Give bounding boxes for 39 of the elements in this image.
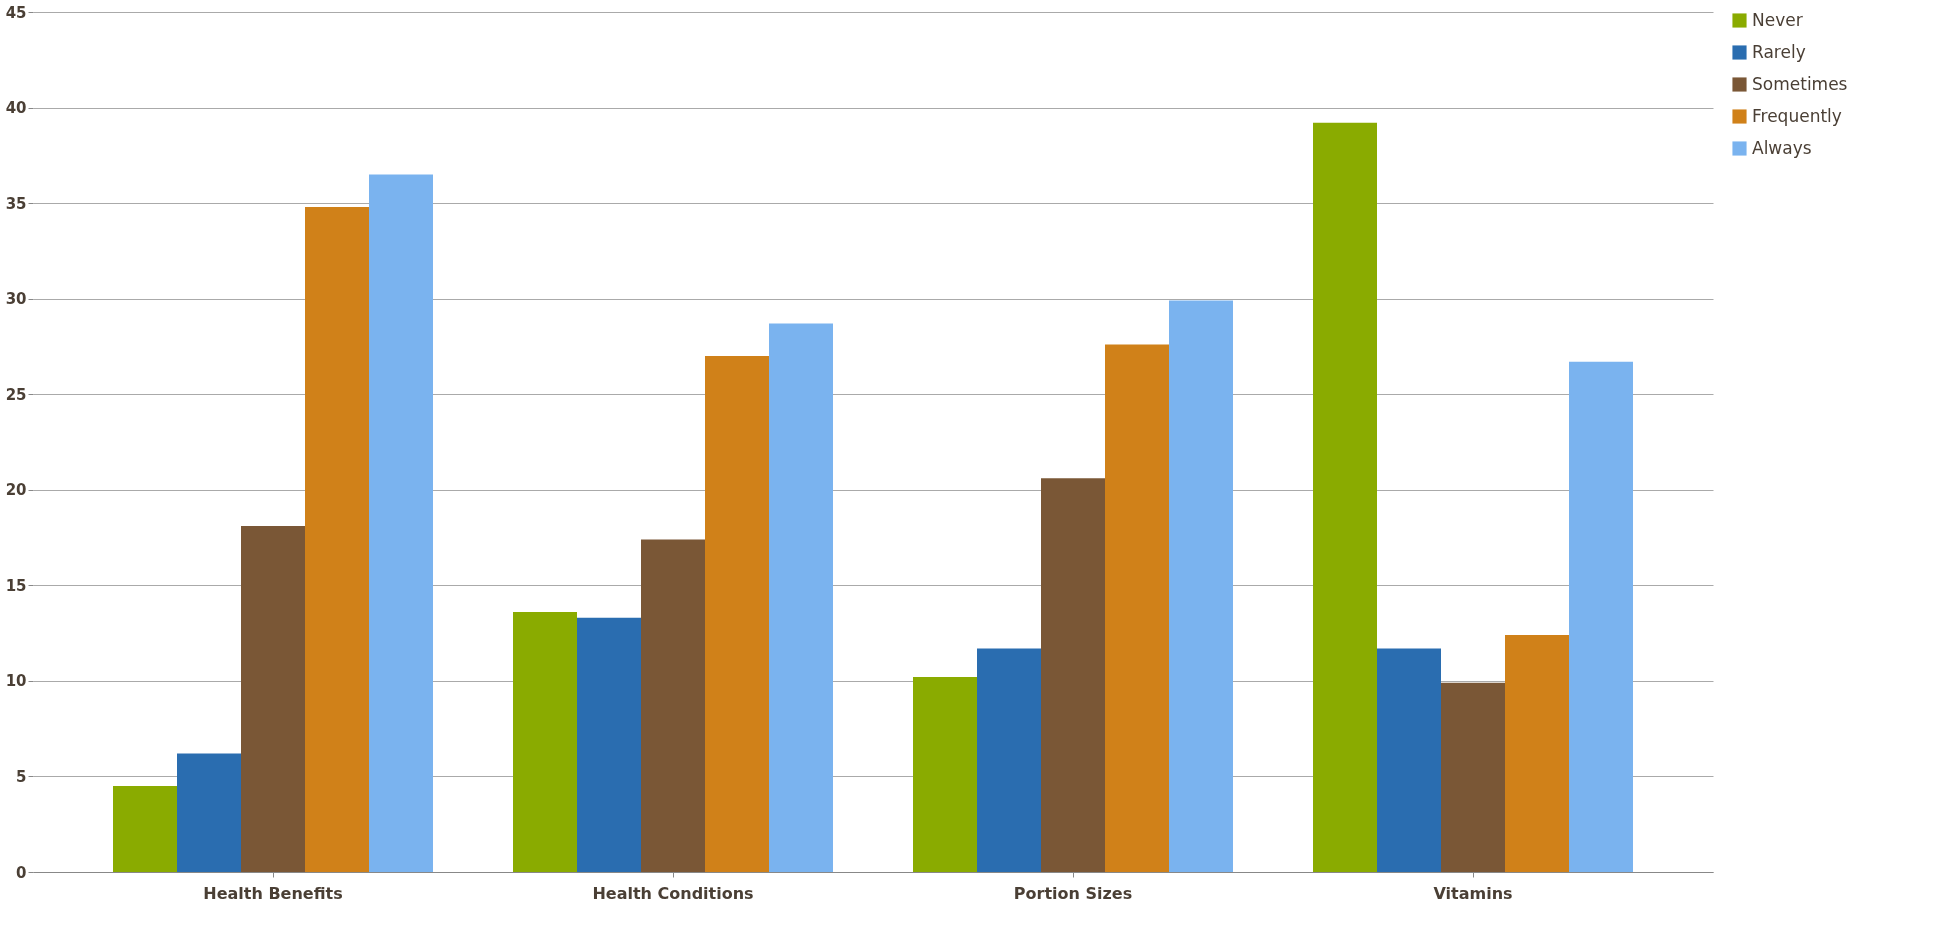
- bar: [913, 677, 977, 872]
- y-tick-label: 15: [5, 576, 27, 595]
- x-tick-label: Health Conditions: [592, 883, 754, 903]
- y-tick-label: 5: [16, 767, 27, 786]
- bar: [241, 526, 305, 872]
- y-tick-label: 25: [5, 385, 27, 404]
- bar: [1105, 344, 1169, 872]
- y-tick-label: 0: [16, 863, 27, 882]
- bar: [1169, 300, 1233, 872]
- bar: [1313, 122, 1377, 872]
- y-tick-label: 20: [5, 481, 27, 500]
- bar: [369, 174, 433, 872]
- bar: [305, 206, 369, 872]
- bar: [769, 323, 833, 872]
- bar: [113, 786, 177, 872]
- y-tick-label: 45: [5, 3, 27, 22]
- bar: [577, 617, 641, 872]
- y-tick-label: 35: [5, 194, 27, 213]
- legend-label: Always: [1752, 137, 1812, 158]
- bar: [641, 539, 705, 872]
- bar: [1505, 635, 1569, 872]
- y-tick-label: 40: [5, 99, 27, 118]
- y-tick-label: 30: [5, 290, 27, 309]
- bar: [513, 612, 577, 872]
- bar: [1377, 648, 1441, 872]
- bar: [1569, 361, 1633, 872]
- bar: [1041, 478, 1105, 872]
- bar: [1441, 682, 1505, 872]
- legend-label: Sometimes: [1752, 73, 1848, 94]
- x-tick-label: Health Benefits: [203, 883, 343, 903]
- x-tick-label: Vitamins: [1433, 883, 1513, 903]
- legend-label: Rarely: [1752, 41, 1806, 62]
- bar: [177, 753, 241, 872]
- x-tick-label: Portion Sizes: [1013, 883, 1133, 903]
- legend-label: Frequently: [1752, 105, 1842, 126]
- bar: [705, 356, 769, 872]
- bar: [977, 648, 1041, 872]
- legend-label: Never: [1752, 9, 1803, 30]
- y-tick-label: 10: [5, 672, 27, 691]
